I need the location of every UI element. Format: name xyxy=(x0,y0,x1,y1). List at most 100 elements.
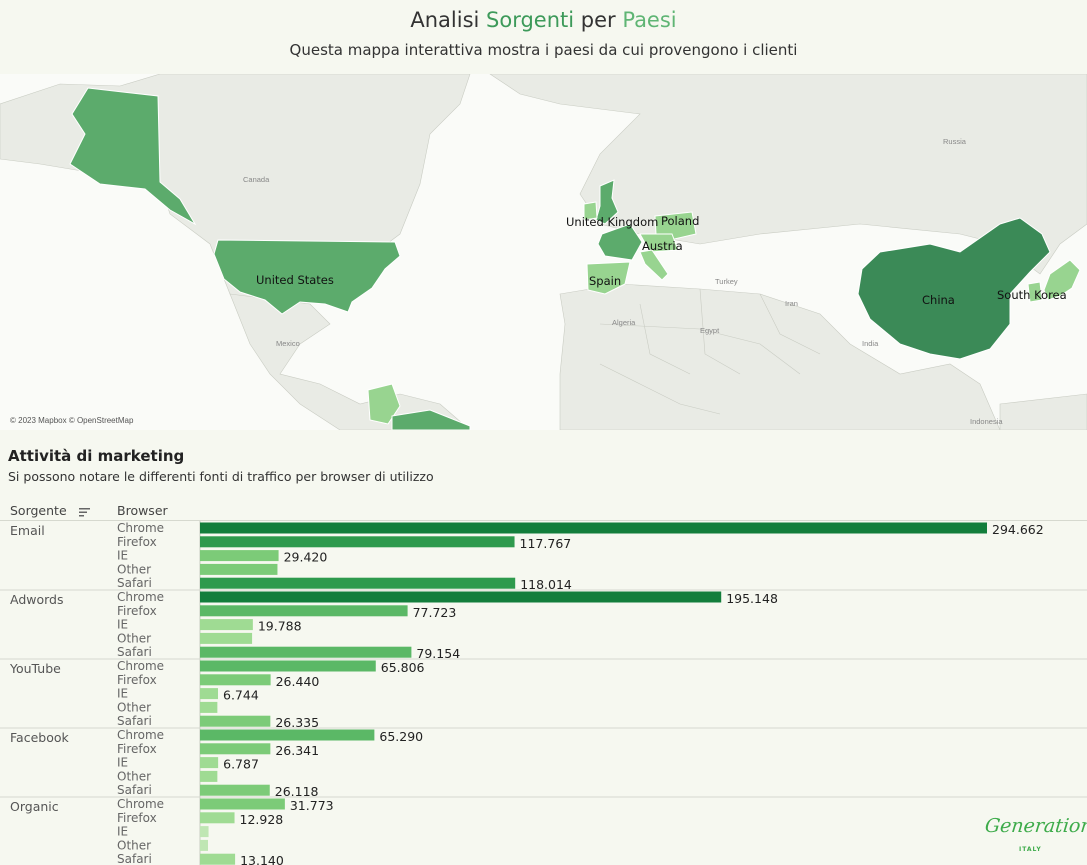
label-south-korea: South Korea xyxy=(997,288,1067,302)
value-label: 26.335 xyxy=(275,715,319,730)
label-mexico: Mexico xyxy=(276,339,300,348)
label-russia: Russia xyxy=(943,137,967,146)
bar xyxy=(200,591,722,603)
bar xyxy=(200,812,235,824)
value-label: 26.440 xyxy=(276,674,320,689)
country-uk[interactable] xyxy=(595,179,619,225)
source-label: Adwords xyxy=(10,592,64,607)
world-map[interactable]: Canada Mexico Russia Turkey Iran Algeria… xyxy=(0,73,1087,431)
value-label: 195.148 xyxy=(726,591,778,606)
browser-label: IE xyxy=(117,687,128,701)
label-united-kingdom: United Kingdom xyxy=(566,215,658,229)
browser-label: IE xyxy=(117,618,128,632)
browser-label: Firefox xyxy=(117,535,157,549)
browser-label: Safari xyxy=(117,576,152,590)
bar xyxy=(200,784,270,796)
browser-label: Safari xyxy=(117,852,152,865)
dashboard-title: Analisi Sorgenti per Paesi xyxy=(410,8,677,32)
bar xyxy=(200,674,271,686)
column-header-sorgente[interactable]: Sorgente xyxy=(10,503,91,518)
country-colombia[interactable] xyxy=(367,383,401,425)
country-italy[interactable] xyxy=(639,249,669,281)
label-egypt: Egypt xyxy=(700,326,720,335)
bar xyxy=(200,550,279,562)
value-label: 117.767 xyxy=(520,536,572,551)
browser-label: Other xyxy=(117,769,151,783)
bar xyxy=(200,839,209,851)
country-poland[interactable] xyxy=(654,211,697,241)
browser-label: IE xyxy=(117,825,128,839)
sort-descending-icon[interactable] xyxy=(78,507,91,517)
label-poland: Poland xyxy=(661,214,699,228)
value-label: 26.341 xyxy=(275,743,319,758)
bar xyxy=(200,536,515,548)
value-label: 6.744 xyxy=(223,688,259,703)
bar xyxy=(200,701,218,713)
browser-label: Safari xyxy=(117,645,152,659)
bar xyxy=(200,632,253,644)
value-label: 65.290 xyxy=(379,729,423,744)
bar xyxy=(200,688,219,700)
browser-label: Firefox xyxy=(117,811,157,825)
country-japan[interactable] xyxy=(1043,259,1081,301)
map-attribution[interactable]: © 2023 Mapbox © OpenStreetMap xyxy=(10,416,134,425)
value-label: 118.014 xyxy=(520,577,572,592)
browser-label: Other xyxy=(117,631,151,645)
bar xyxy=(200,605,408,617)
bar xyxy=(200,577,516,589)
bar xyxy=(200,660,376,672)
browser-label: Chrome xyxy=(117,659,164,673)
browser-label: IE xyxy=(117,756,128,770)
dashboard-subtitle: Questa mappa interattiva mostra i paesi … xyxy=(289,41,798,59)
source-label: Facebook xyxy=(10,730,69,745)
browser-label: IE xyxy=(117,549,128,563)
section-title: Attività di marketing xyxy=(8,447,185,465)
bar xyxy=(200,563,278,575)
value-label: 13.140 xyxy=(240,853,284,865)
header-divider xyxy=(0,520,1087,521)
bar xyxy=(200,743,271,755)
value-label: 31.773 xyxy=(290,798,334,813)
browser-label: Other xyxy=(117,838,151,852)
bar xyxy=(200,715,271,727)
value-label: 26.118 xyxy=(275,784,319,799)
country-china[interactable] xyxy=(857,217,1051,360)
value-label: 29.420 xyxy=(284,550,328,565)
country-alaska[interactable] xyxy=(69,87,197,226)
browser-label: Firefox xyxy=(117,604,157,618)
column-header-browser: Browser xyxy=(117,503,168,518)
bar xyxy=(200,757,219,769)
value-label: 65.806 xyxy=(381,660,425,675)
logo-sub: ITALY xyxy=(1019,846,1042,853)
browser-label: Chrome xyxy=(117,728,164,742)
generation-italy-logo: Generation ITALY xyxy=(984,815,1087,855)
bar xyxy=(200,770,218,782)
country-borders xyxy=(599,288,821,415)
source-label: Email xyxy=(10,523,45,538)
country-south-korea[interactable] xyxy=(1027,281,1043,303)
bar xyxy=(200,798,285,810)
country-spain[interactable] xyxy=(586,261,631,295)
browser-label: Safari xyxy=(117,783,152,797)
value-label: 79.154 xyxy=(416,646,460,661)
label-indonesia: Indonesia xyxy=(970,417,1003,426)
value-label: 6.787 xyxy=(223,757,259,772)
country-venezuela[interactable] xyxy=(391,409,471,431)
country-france[interactable] xyxy=(597,223,643,261)
browser-label: Chrome xyxy=(117,590,164,604)
browser-label: Chrome xyxy=(117,521,164,535)
source-label: YouTube xyxy=(9,661,61,676)
label-china: China xyxy=(922,293,955,307)
browser-label: Firefox xyxy=(117,742,157,756)
bar xyxy=(200,853,236,865)
country-usa[interactable] xyxy=(213,239,401,315)
bar xyxy=(200,619,253,631)
section-subtitle: Si possono notare le differenti fonti di… xyxy=(8,469,434,484)
label-iran: Iran xyxy=(785,299,798,308)
label-united-states: United States xyxy=(256,273,334,287)
source-label: Organic xyxy=(10,799,59,814)
browser-label: Safari xyxy=(117,714,152,728)
country-austria[interactable] xyxy=(639,233,679,253)
label-spain: Spain xyxy=(589,274,621,288)
country-ireland[interactable] xyxy=(583,201,598,221)
